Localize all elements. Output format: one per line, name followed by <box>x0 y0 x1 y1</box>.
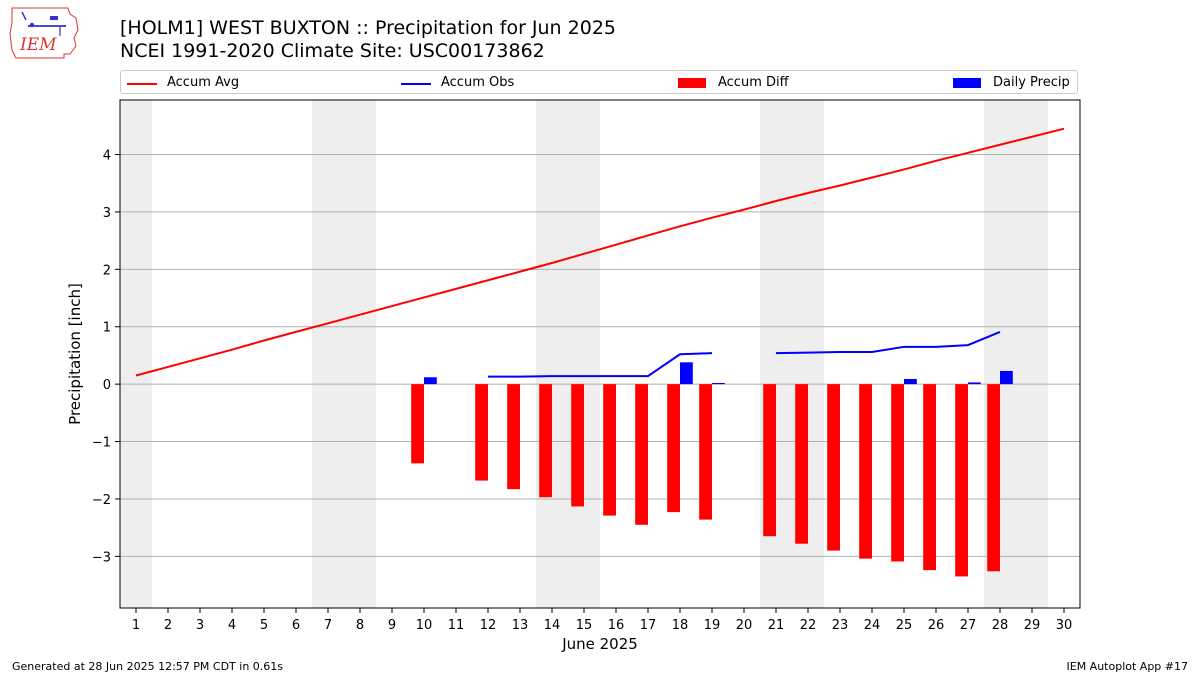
x-tick-label: 7 <box>324 618 332 633</box>
legend-swatch <box>678 78 706 88</box>
app-id: IEM Autoplot App #17 <box>1066 660 1189 673</box>
legend: Accum Avg Accum Obs Accum Diff Daily Pre… <box>120 70 1078 94</box>
y-tick-label: 1 <box>103 321 111 336</box>
x-tick-label: 19 <box>704 618 721 633</box>
legend-label: Accum Obs <box>441 75 515 90</box>
x-tick-label: 10 <box>416 618 433 633</box>
x-tick-label: 29 <box>1024 618 1041 633</box>
accum-diff-bar <box>795 384 808 544</box>
legend-swatch <box>127 83 157 85</box>
accum-diff-bar <box>507 384 520 490</box>
chart-subtitle: NCEI 1991-2020 Climate Site: USC00173862 <box>120 40 545 62</box>
y-tick-label: 2 <box>103 263 111 278</box>
legend-label: Accum Avg <box>167 75 240 90</box>
weekend-shade <box>120 100 152 608</box>
logo-text: IEM <box>19 35 57 55</box>
accum-diff-bar <box>699 384 712 520</box>
x-tick-label: 4 <box>228 618 236 633</box>
accum-diff-bar <box>827 384 840 551</box>
daily-precip-bar <box>424 377 437 385</box>
accum-diff-bar <box>603 384 616 516</box>
accum-diff-bar <box>571 384 584 507</box>
y-tick-label: 4 <box>103 149 111 164</box>
accum-obs-line <box>775 330 1001 355</box>
legend-swatch <box>953 78 981 88</box>
legend-swatch <box>401 83 431 85</box>
x-tick-label: 24 <box>864 618 881 633</box>
x-tick-label: 23 <box>832 618 849 633</box>
weekend-shade <box>312 100 376 608</box>
iem-logo: IEM <box>9 7 79 59</box>
daily-precip-bar <box>968 382 981 385</box>
x-tick-label: 3 <box>196 618 204 633</box>
y-axis-label: Precipitation [inch] <box>66 283 84 425</box>
y-tick-label: 0 <box>103 378 111 393</box>
x-tick-label: 14 <box>544 618 561 633</box>
x-tick-label: 12 <box>480 618 497 633</box>
accum-avg-line <box>135 127 1065 377</box>
x-tick-label: 2 <box>164 618 172 633</box>
accum-diff-bar <box>635 384 648 525</box>
x-tick-label: 1 <box>132 618 140 633</box>
accum-diff-bar <box>411 384 424 464</box>
legend-label: Accum Diff <box>718 75 789 90</box>
x-tick-label: 28 <box>992 618 1009 633</box>
y-tick-label: 3 <box>103 206 111 221</box>
weekend-shade <box>536 100 600 608</box>
daily-precip-bar <box>712 382 725 385</box>
accum-diff-bar <box>987 384 1000 572</box>
x-tick-label: 17 <box>640 618 657 633</box>
x-tick-label: 18 <box>672 618 689 633</box>
x-tick-label: 27 <box>960 618 977 633</box>
x-tick-label: 13 <box>512 618 529 633</box>
daily-precip-bar <box>904 378 917 385</box>
daily-precip-bar <box>1000 370 1013 385</box>
x-tick-label: 15 <box>576 618 593 633</box>
x-tick-label: 9 <box>388 618 396 633</box>
x-tick-label: 25 <box>896 618 913 633</box>
accum-diff-bar <box>955 384 968 577</box>
x-axis-label: June 2025 <box>561 635 638 653</box>
x-tick-label: 11 <box>448 618 465 633</box>
generated-timestamp: Generated at 28 Jun 2025 12:57 PM CDT in… <box>12 660 284 673</box>
x-tick-label: 5 <box>260 618 268 633</box>
x-tick-label: 8 <box>356 618 364 633</box>
accum-obs-line <box>488 352 713 378</box>
accum-diff-bar <box>539 384 552 498</box>
accum-diff-bar <box>763 384 776 537</box>
daily-precip-bar <box>680 362 693 385</box>
x-tick-label: 16 <box>608 618 625 633</box>
accum-diff-bar <box>475 384 488 481</box>
x-tick-label: 20 <box>736 618 753 633</box>
accum-diff-bar <box>859 384 872 559</box>
y-tick-label: −2 <box>92 493 111 508</box>
x-tick-label: 21 <box>768 618 785 633</box>
y-tick-label: −1 <box>92 436 111 451</box>
x-tick-label: 30 <box>1056 618 1073 633</box>
plot-frame <box>119 99 1081 609</box>
accum-diff-bar <box>667 384 680 513</box>
y-tick-label: −3 <box>92 550 111 565</box>
x-tick-label: 6 <box>292 618 300 633</box>
legend-label: Daily Precip <box>993 75 1070 90</box>
accum-diff-bar <box>923 384 936 571</box>
x-tick-label: 22 <box>800 618 817 633</box>
chart-title: [HOLM1] WEST BUXTON :: Precipitation for… <box>120 17 616 39</box>
accum-diff-bar <box>891 384 904 562</box>
x-tick-label: 26 <box>928 618 945 633</box>
